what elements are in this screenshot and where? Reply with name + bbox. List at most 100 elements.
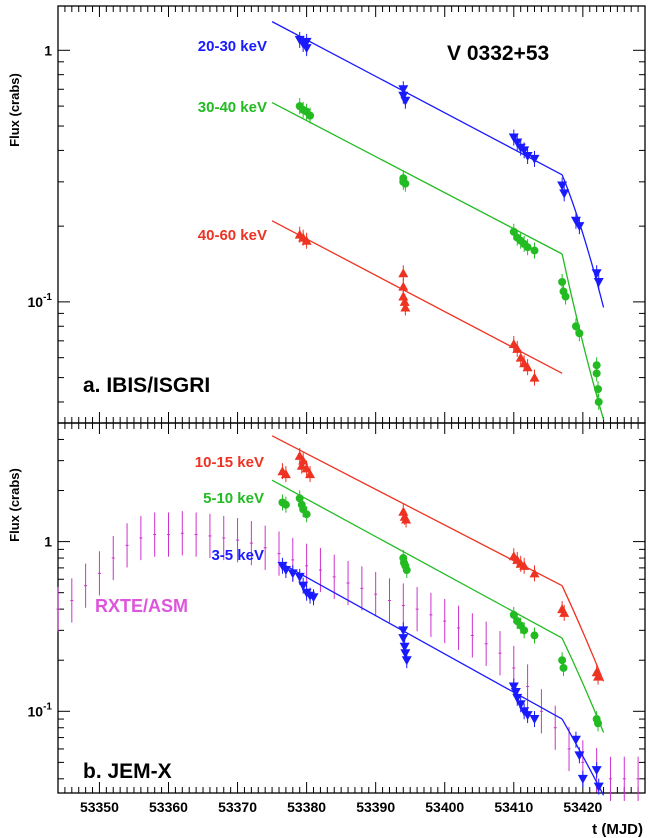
data-point [591, 766, 602, 776]
data-point [512, 138, 523, 148]
data-point [296, 460, 307, 470]
data-point [592, 369, 601, 378]
data-point [306, 111, 315, 120]
data-point [577, 774, 588, 784]
data-point [280, 469, 291, 479]
legend-30-40-kev: 30-40 keV [198, 99, 267, 116]
data-point [571, 322, 580, 331]
data-point [593, 277, 604, 287]
data-point [509, 227, 518, 236]
panel-a-frame [57, 5, 646, 424]
data-point [515, 700, 526, 710]
data-point [522, 711, 533, 721]
x-tick-label: 53350 [80, 799, 119, 815]
data-point [529, 715, 540, 725]
data-point [559, 607, 570, 617]
data-point [301, 37, 312, 47]
legend-5-10-kev: 5-10 keV [203, 490, 264, 507]
data-point [530, 631, 539, 640]
data-point [515, 352, 526, 362]
data-point [401, 514, 412, 524]
data-point [280, 566, 291, 576]
legend-20-30-kev: 20-30 keV [198, 38, 267, 55]
data-point [510, 687, 521, 697]
data-point [398, 634, 409, 644]
legend-40-60-kev: 40-60 keV [198, 227, 267, 244]
data-point [558, 656, 567, 665]
fit-line [271, 21, 563, 176]
panel-b-ylabel: Flux (crabs) [7, 468, 22, 542]
data-point [281, 500, 290, 509]
panel-a-ytick-1: 1 [44, 42, 52, 58]
data-point [301, 463, 312, 473]
data-point [398, 291, 409, 301]
data-point [570, 735, 581, 745]
data-point [574, 751, 585, 761]
panel-b-ticks [57, 422, 646, 793]
panel-b-ytick-1: 1 [44, 534, 52, 550]
x-tick-label: 53370 [218, 799, 257, 815]
x-tick-labels: 53350 53360 53370 53380 53390 53400 53410 53420 [80, 799, 603, 815]
data-point [298, 581, 309, 591]
data-point [519, 146, 530, 156]
data-point [298, 455, 309, 465]
data-point [519, 560, 530, 570]
data-point [305, 469, 316, 479]
data-point [400, 96, 411, 106]
panel-ibis-isgri: 1 10-1 Flux (crabs) V 0332+53 a. IBIS/IS… [7, 5, 646, 424]
data-point [594, 397, 603, 406]
data-point [294, 572, 305, 582]
data-point [287, 569, 298, 579]
data-point [530, 246, 539, 255]
x-tick-label: 53390 [356, 799, 395, 815]
data-point [574, 222, 585, 232]
data-point [558, 277, 567, 286]
panel-b-ytick-0.1: 10-1 [28, 701, 53, 719]
panel-a-label: a. IBIS/ISGRI [83, 374, 210, 397]
x-axis-label: t (MJD) [592, 821, 643, 838]
data-point [301, 235, 312, 245]
fit-curve [561, 585, 605, 682]
data-point [520, 626, 529, 635]
legend-10-15-kev: 10-15 keV [195, 454, 264, 471]
data-point [398, 281, 409, 291]
data-point [522, 362, 533, 372]
data-point [509, 610, 518, 619]
data-point [400, 302, 411, 312]
fit-line [271, 101, 563, 255]
panel-b-data-points [277, 447, 604, 795]
data-point [512, 693, 523, 703]
x-tick-label: 53360 [149, 799, 188, 815]
data-point [398, 268, 409, 278]
data-point [512, 343, 523, 353]
data-point [523, 243, 532, 252]
x-tick-label: 53400 [425, 799, 464, 815]
data-point [508, 133, 519, 143]
data-point [529, 568, 540, 578]
panel-a-data-points [294, 31, 604, 410]
data-point [402, 566, 411, 575]
source-title: V 0332+53 [447, 42, 549, 65]
data-point [575, 329, 584, 338]
data-point [570, 216, 581, 226]
data-point [529, 372, 540, 382]
legend-3-5-kev: 3-5 keV [211, 547, 264, 564]
data-point [529, 154, 540, 164]
data-point [401, 656, 412, 666]
data-point [399, 642, 410, 652]
data-point [593, 782, 604, 792]
panel-b-fit-lines [271, 435, 605, 796]
x-tick-label: 53410 [494, 799, 533, 815]
legend-rxte-asm: RXTE/ASM [95, 596, 188, 616]
data-point [399, 296, 410, 306]
panel-jem-x: 1 10-1 53350 53360 53370 53380 53390 53400 534… [7, 422, 646, 838]
data-point [522, 152, 533, 162]
data-point [559, 189, 570, 199]
panel-a-ticks [57, 6, 646, 423]
data-point [591, 269, 602, 279]
x-tick-label: 53420 [563, 799, 602, 815]
data-point [592, 361, 601, 370]
data-point [308, 593, 319, 603]
data-point [561, 292, 570, 301]
